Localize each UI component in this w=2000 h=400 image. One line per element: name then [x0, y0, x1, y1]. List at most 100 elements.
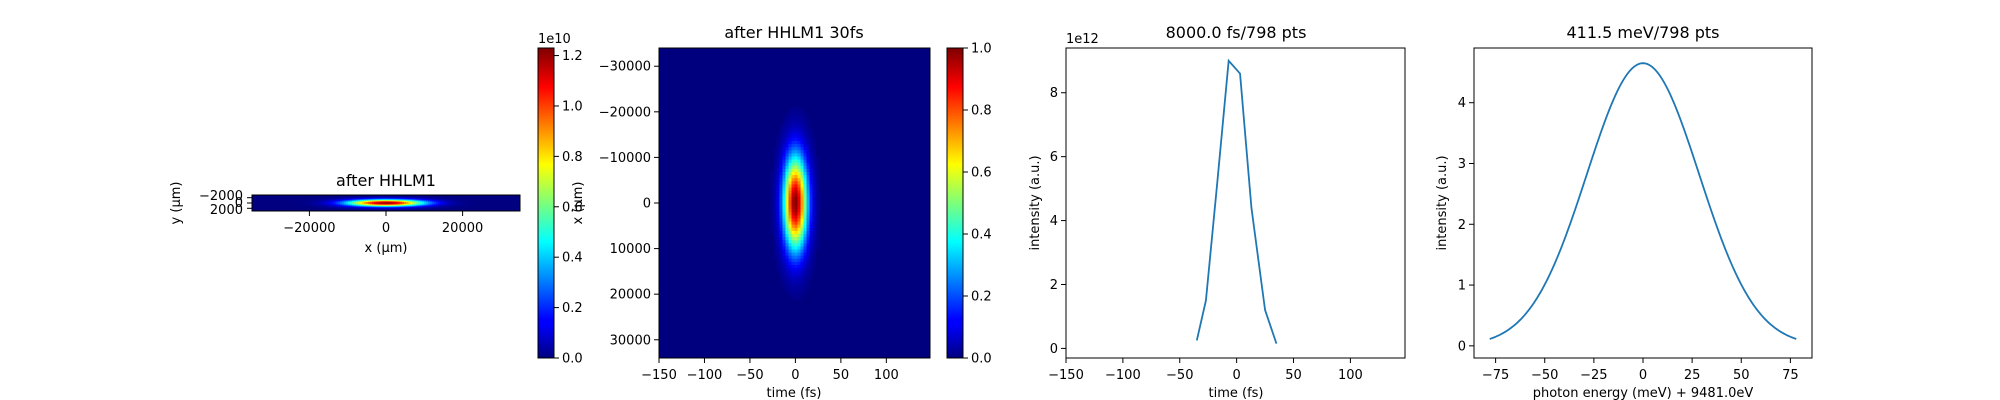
heatmap-cell: [272, 208, 275, 210]
heatmap-cell: [406, 196, 409, 198]
heatmap-cell: [444, 205, 447, 207]
heatmap-cell: [392, 209, 395, 211]
heatmap-cell: [254, 196, 257, 198]
heatmap-cell: [776, 221, 780, 226]
heatmap-cell: [508, 198, 511, 200]
heatmap-cell: [358, 198, 361, 200]
heatmap-cell: [370, 198, 373, 200]
heatmap-cell: [424, 199, 427, 201]
heatmap-cell: [800, 227, 804, 232]
heatmap-cell: [294, 195, 297, 197]
heatmap-cell: [815, 209, 819, 213]
heatmap-cell: [270, 197, 273, 199]
heatmap-cell: [779, 277, 783, 281]
heatmap-cell: [806, 184, 810, 188]
heatmap-cell: [800, 134, 804, 139]
heatmap-cell: [812, 237, 816, 241]
heatmap-cell: [338, 205, 341, 207]
heatmap-cell: [258, 205, 261, 207]
heatmap-cell: [794, 292, 798, 297]
heatmap-cell: [298, 198, 301, 200]
heatmap-cell: [472, 201, 475, 203]
heatmap-cell: [462, 208, 465, 210]
heatmap-cell: [272, 195, 275, 197]
heatmap-cell: [806, 268, 810, 272]
heatmap-cell: [310, 197, 313, 199]
heatmap-cell: [815, 175, 819, 179]
heatmap-cell: [392, 201, 395, 203]
heatmap-cell: [812, 258, 816, 263]
heatmap-cell: [452, 203, 455, 205]
heatmap-cell: [785, 221, 789, 226]
heatmap-cell: [782, 209, 786, 213]
heatmap-cell: [312, 203, 315, 205]
heatmap-cell: [374, 205, 377, 207]
heatmap-cell: [284, 195, 287, 197]
heatmap-cell: [304, 204, 307, 206]
heatmap-cell: [454, 202, 457, 204]
heatmap-cell: [809, 221, 813, 226]
heatmap-cell: [278, 204, 281, 206]
heatmap-cell: [806, 141, 810, 145]
heatmap-cell: [779, 144, 783, 148]
heatmap-cell: [278, 202, 281, 204]
heatmap-cell: [478, 201, 481, 203]
heatmap-cell: [296, 200, 299, 202]
heatmap-cell: [779, 156, 783, 160]
heatmap-cell: [438, 203, 441, 205]
heatmap-cell: [809, 193, 813, 198]
heatmap-cell: [420, 209, 423, 211]
heatmap-cell: [785, 181, 789, 185]
heatmap-cell: [779, 212, 783, 216]
heatmap-cell: [266, 195, 269, 197]
heatmap-cell: [815, 237, 819, 241]
heatmap-cell: [791, 125, 795, 129]
heatmap-cell: [486, 209, 489, 211]
heatmap-cell: [770, 215, 774, 219]
heatmap-cell: [288, 208, 291, 210]
heatmap-cell: [340, 208, 343, 210]
heatmap-cell: [282, 200, 285, 202]
heatmap-cell: [512, 201, 515, 203]
heatmap-cell: [468, 196, 471, 198]
heatmap-cell: [476, 208, 479, 210]
heatmap-cell: [276, 199, 279, 201]
heatmap-cell: [800, 150, 804, 154]
heatmap-cell: [454, 195, 457, 197]
heatmap-cell: [782, 274, 786, 278]
heatmap-cell: [432, 208, 435, 210]
heatmap-cell: [800, 144, 804, 148]
heatmap-cell: [806, 230, 810, 235]
heatmap-cell: [438, 200, 441, 202]
heatmap-cell: [773, 178, 777, 182]
panel-4-ytick-label: 0: [1458, 339, 1466, 354]
heatmap-cell: [286, 209, 289, 211]
heatmap-cell: [500, 195, 503, 197]
heatmap-cell: [779, 249, 783, 253]
heatmap-cell: [782, 147, 786, 151]
heatmap-cell: [296, 198, 299, 200]
heatmap-cell: [340, 204, 343, 206]
heatmap-cell: [785, 144, 789, 148]
heatmap-cell: [806, 153, 810, 157]
heatmap-cell: [779, 209, 783, 213]
heatmap-cell: [788, 119, 792, 123]
heatmap-cell: [782, 190, 786, 195]
heatmap-cell: [326, 195, 329, 197]
panel-4: 411.5 meV/798 pts −75 −50 −25 0 25 50 75 01234…: [1435, 23, 1813, 400]
heatmap-cell: [442, 205, 445, 207]
heatmap-cell: [812, 184, 816, 188]
heatmap-cell: [791, 159, 795, 164]
heatmap-cell: [344, 209, 347, 211]
heatmap-cell: [797, 203, 801, 207]
heatmap-cell: [268, 200, 271, 202]
heatmap-cell: [812, 153, 816, 157]
heatmap-cell: [256, 208, 259, 210]
heatmap-cell: [516, 208, 519, 210]
heatmap-cell: [266, 196, 269, 198]
heatmap-cell: [452, 195, 455, 197]
heatmap-cell: [797, 283, 801, 288]
heatmap-cell: [254, 199, 257, 201]
heatmap-cell: [490, 200, 493, 202]
heatmap-cell: [274, 195, 277, 197]
